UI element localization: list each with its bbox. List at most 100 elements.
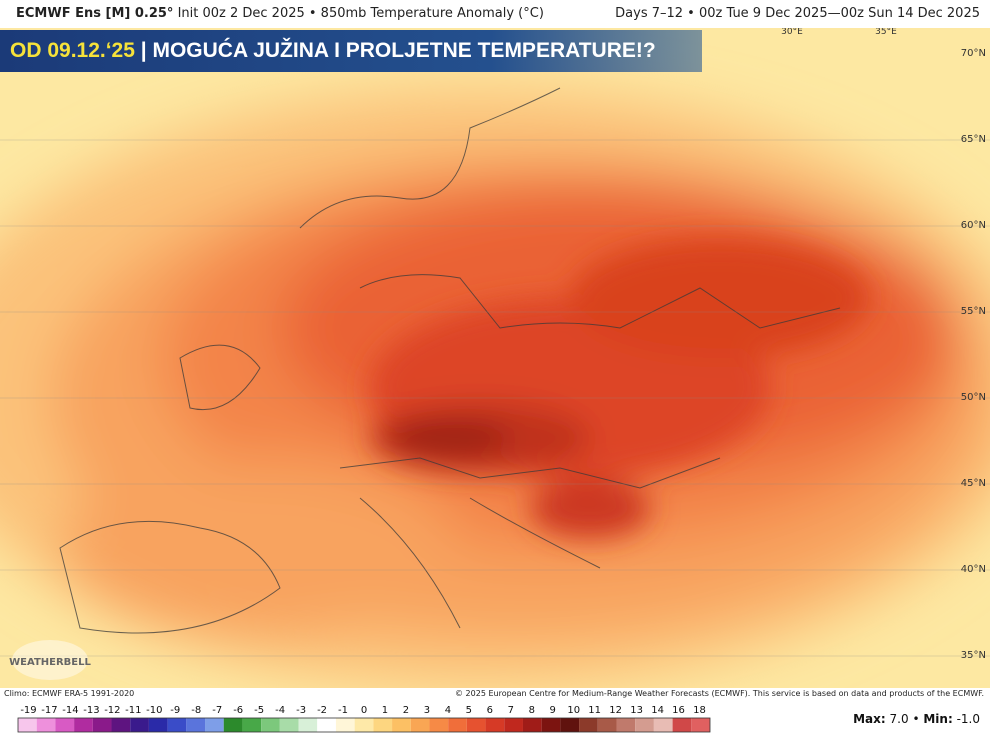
lat-label: 45°N xyxy=(961,478,986,489)
colorbar-swatch xyxy=(148,718,168,732)
lat-label: 65°N xyxy=(961,134,986,145)
colorbar-label: 13 xyxy=(630,705,643,716)
colorbar-swatch xyxy=(691,718,710,732)
colorbar-swatch xyxy=(279,718,299,732)
colorbar-swatch xyxy=(205,718,224,732)
colorbar-label: -13 xyxy=(83,705,99,716)
colorbar-swatch xyxy=(653,718,673,732)
colorbar-swatch xyxy=(541,718,561,732)
lat-label: 70°N xyxy=(961,48,986,59)
colorbar-swatch xyxy=(466,718,486,732)
lat-label: 40°N xyxy=(961,564,986,575)
colorbar-swatch xyxy=(186,718,206,732)
colorbar-swatch xyxy=(55,718,75,732)
colorbar-swatch xyxy=(223,718,243,732)
colorbar-label: -8 xyxy=(191,705,201,716)
banner: OD 09.12.‘25 | MOGUĆA JUŽINA I PROLJETNE… xyxy=(0,30,702,72)
colorbar-swatch xyxy=(616,718,636,732)
colorbar-label: -4 xyxy=(275,705,285,716)
colorbar-swatch xyxy=(392,718,411,732)
period: Days 7–12 • 00z Tue 9 Dec 2025—00z Sun 1… xyxy=(615,6,980,21)
copyright: © 2025 European Centre for Medium-Range … xyxy=(455,689,984,698)
lon-label: 30°E xyxy=(781,28,803,37)
colorbar-swatch xyxy=(298,718,318,732)
lat-label: 35°N xyxy=(961,650,986,661)
colorbar-swatch xyxy=(36,718,56,732)
colorbar-label: 11 xyxy=(588,705,601,716)
colorbar-swatch xyxy=(579,718,598,732)
colorbar-label: 8 xyxy=(529,705,535,716)
colorbar-label: 10 xyxy=(567,705,580,716)
colorbar-swatch xyxy=(448,718,467,732)
colorbar-swatch xyxy=(672,718,692,732)
lat-label: 55°N xyxy=(961,306,986,317)
colorbar-label: -1 xyxy=(338,705,348,716)
colorbar-label: 9 xyxy=(550,705,556,716)
colorbar-label: -17 xyxy=(41,705,57,716)
colorbar-label: 2 xyxy=(403,705,409,716)
colorbar-swatch xyxy=(18,718,37,732)
colorbar-swatch xyxy=(317,718,336,732)
colorbar-swatch xyxy=(335,718,355,732)
colorbar-label: -2 xyxy=(317,705,327,716)
colorbar-label: 6 xyxy=(487,705,493,716)
colorbar-swatch xyxy=(429,718,449,732)
max: 7.0 xyxy=(889,712,909,726)
colorbar-label: -10 xyxy=(146,705,162,716)
colorbar-swatch xyxy=(597,718,617,732)
model: ECMWF Ens [M] 0.25° xyxy=(16,6,174,21)
colorbar-label: -9 xyxy=(170,705,180,716)
map: WEATHERBELL 30°E 35°E 70°N 65°N 60°N 55°N 50°N… xyxy=(0,28,990,688)
colorbar-label: -5 xyxy=(254,705,264,716)
lat-label: 60°N xyxy=(961,220,986,231)
colorbar-swatch xyxy=(522,718,542,732)
colorbar-label: 0 xyxy=(361,705,367,716)
banner-title: | MOGUĆA JUŽINA I PROLJETNE TEMPERATURE!… xyxy=(140,39,656,62)
lon-label: 35°E xyxy=(875,28,897,37)
colorbar-swatch xyxy=(111,718,131,732)
colorbar-swatch xyxy=(485,718,505,732)
min: -1.0 xyxy=(956,712,980,726)
colorbar-label: 16 xyxy=(672,705,685,716)
colorbar-swatch xyxy=(373,718,393,732)
sep: • xyxy=(912,712,920,726)
colorbar-frame xyxy=(17,717,711,733)
colorbar-label: 14 xyxy=(651,705,664,716)
colorbar-swatch xyxy=(167,718,187,732)
info: Init 00z 2 Dec 2025 • 850mb Temperature … xyxy=(177,6,544,21)
colorbar-label: 3 xyxy=(424,705,430,716)
colorbar-swatch xyxy=(635,718,654,732)
colorbar-swatch xyxy=(130,718,149,732)
colorbar-swatch xyxy=(504,718,523,732)
min-label: Min: xyxy=(923,712,953,726)
colorbar-swatch xyxy=(242,718,262,732)
colorbar-swatch xyxy=(354,718,374,732)
colorbar-label: -12 xyxy=(104,705,120,716)
colorbar-label: -7 xyxy=(212,705,222,716)
colorbar-label: 12 xyxy=(609,705,622,716)
colorbar-swatch xyxy=(261,718,280,732)
lat-label: 50°N xyxy=(961,392,986,403)
colorbar-swatch xyxy=(74,718,93,732)
colorbar-swatch xyxy=(410,718,430,732)
colorbar-label: -6 xyxy=(233,705,243,716)
banner-date: OD 09.12.‘25 xyxy=(10,39,135,62)
colorbar-label: 4 xyxy=(445,705,451,716)
colorbar-swatch xyxy=(560,718,580,732)
max-label: Max: xyxy=(853,712,886,726)
colorbar-label: 1 xyxy=(382,705,388,716)
climo: Climo: ECMWF ERA-5 1991-2020 xyxy=(4,689,135,698)
colorbar-label: 7 xyxy=(508,705,514,716)
colorbar-label: -14 xyxy=(62,705,78,716)
colorbar-label: -3 xyxy=(296,705,306,716)
watermark: WEATHERBELL xyxy=(9,657,91,668)
colorbar-label: 18 xyxy=(693,705,706,716)
colorbar: -19 -17 -14 -13 -12 -11 -10 -9 -8 -7 -6 -5 -4 -3 -2 -1 0… xyxy=(17,705,711,733)
colorbar-label: -11 xyxy=(125,705,141,716)
colorbar-swatch xyxy=(92,718,112,732)
stats: Max: 7.0 • Min: -1.0 xyxy=(853,712,980,726)
colorbar-label: 5 xyxy=(466,705,472,716)
header-left: ECMWF Ens [M] 0.25° Init 00z 2 Dec 2025 … xyxy=(16,6,544,21)
colorbar-label: -19 xyxy=(20,705,36,716)
